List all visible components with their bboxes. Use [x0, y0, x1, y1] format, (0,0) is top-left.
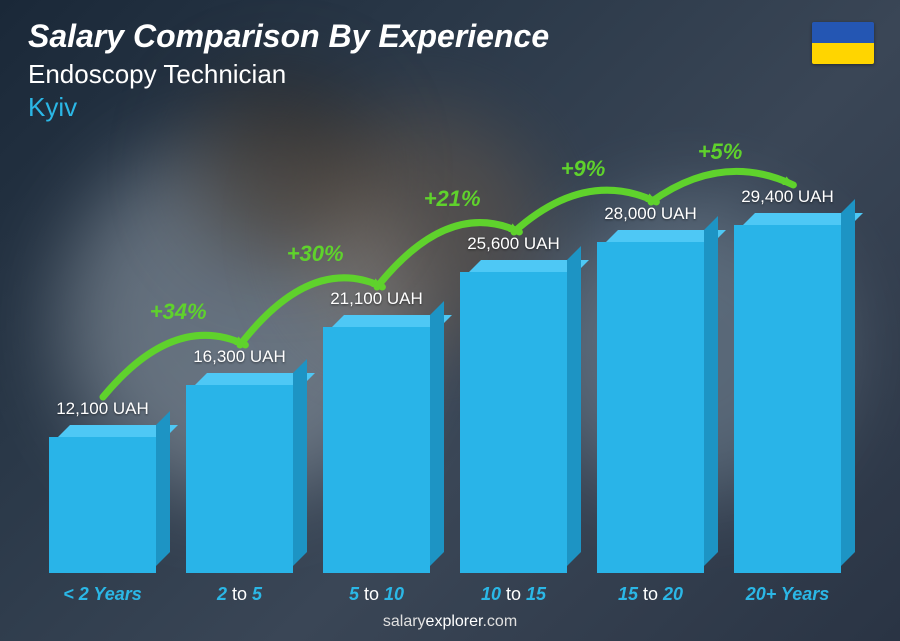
- bar-value-label: 28,000 UAH: [604, 204, 697, 224]
- footer-attribution: salaryexplorer.com: [0, 613, 900, 631]
- bar-value-label: 21,100 UAH: [330, 289, 423, 309]
- category-label: < 2 Years: [63, 584, 142, 605]
- bar-group: 16,300 UAH2 to 5: [177, 150, 302, 573]
- bar: [734, 213, 842, 573]
- bar-group: 21,100 UAH5 to 10: [314, 150, 439, 573]
- bar-group: 12,100 UAH< 2 Years: [40, 150, 165, 573]
- chart-location: Kyiv: [28, 92, 872, 123]
- bar-value-label: 12,100 UAH: [56, 399, 149, 419]
- footer-prefix: salary: [383, 613, 426, 630]
- category-label: 20+ Years: [746, 584, 830, 605]
- bar: [186, 373, 294, 573]
- bar-value-label: 16,300 UAH: [193, 347, 286, 367]
- flag-top: [812, 22, 874, 43]
- bar-value-label: 29,400 UAH: [741, 187, 834, 207]
- bar-group: 29,400 UAH20+ Years: [725, 150, 850, 573]
- footer-suffix: .com: [482, 613, 517, 630]
- category-label: 10 to 15: [481, 584, 546, 605]
- chart-subtitle: Endoscopy Technician: [28, 59, 872, 90]
- chart-container: Salary Comparison By Experience Endoscop…: [0, 0, 900, 641]
- footer-mid: explorer: [426, 613, 483, 630]
- category-label: 5 to 10: [349, 584, 404, 605]
- bar-group: 25,600 UAH10 to 15: [451, 150, 576, 573]
- bar-value-label: 25,600 UAH: [467, 234, 560, 254]
- flag-icon: [812, 22, 874, 64]
- bar: [460, 260, 568, 573]
- flag-bottom: [812, 43, 874, 64]
- bar: [49, 425, 157, 573]
- header: Salary Comparison By Experience Endoscop…: [28, 18, 872, 123]
- category-label: 2 to 5: [217, 584, 262, 605]
- bar-chart: 12,100 UAH< 2 Years16,300 UAH2 to 521,10…: [40, 150, 850, 573]
- bar-group: 28,000 UAH15 to 20: [588, 150, 713, 573]
- category-label: 15 to 20: [618, 584, 683, 605]
- bar: [597, 230, 705, 573]
- bar: [323, 315, 431, 573]
- chart-title: Salary Comparison By Experience: [28, 18, 872, 55]
